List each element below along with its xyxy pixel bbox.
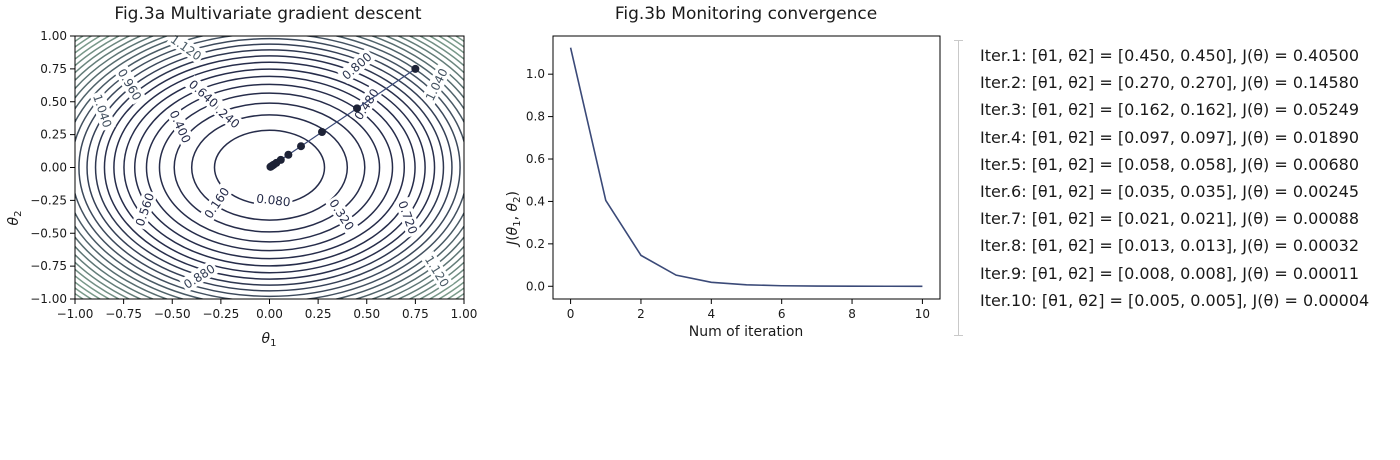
- x-tick-label: 6: [778, 307, 786, 321]
- contour-label-bg: [421, 64, 452, 105]
- y-tick-label: 0.25: [40, 128, 67, 142]
- contour-y-label: θ2: [6, 211, 24, 226]
- gd-step-arrow: [300, 131, 323, 147]
- y-tick-label: −0.75: [30, 259, 67, 273]
- contour-label-bg: [89, 90, 116, 132]
- convergence-plot-frame: [552, 35, 941, 300]
- contour-chart: Fig.3a Multivariate gradient descent 0.0…: [6, 4, 478, 349]
- gd-step-arrow: [321, 107, 358, 133]
- contour-line: [145, 83, 394, 252]
- contour-label-bg: [394, 196, 422, 238]
- contour-line: [94, 49, 445, 286]
- y-tick-label: 1.00: [40, 29, 67, 43]
- contour-label: 0.560: [133, 191, 157, 228]
- gd-point: [284, 150, 293, 159]
- contour-label-bg: [199, 182, 234, 223]
- gd-point: [411, 64, 420, 73]
- x-tick-label: 10: [915, 307, 930, 321]
- contour-x-label: θ1: [262, 331, 277, 349]
- iteration-entry: Iter.10: [θ1, θ2] = [0.005, 0.005], J(θ)…: [980, 290, 1370, 310]
- y-tick-label: 0.0: [526, 279, 545, 293]
- iteration-list-bracket: [954, 40, 963, 336]
- contour-label-bg: [349, 84, 383, 125]
- iteration-entry: Iter.9: [θ1, θ2] = [0.008, 0.008], J(θ) …: [980, 263, 1360, 283]
- contour-label: 0.160: [202, 185, 233, 221]
- convergence-chart-title: Fig.3b Monitoring convergence: [615, 4, 877, 24]
- contour-label: 0.080: [256, 191, 292, 209]
- convergence-series-line: [569, 47, 923, 288]
- x-tick-label: 1.00: [451, 307, 478, 321]
- contour-line: [113, 61, 426, 274]
- iteration-entry: Iter.2: [θ1, θ2] = [0.270, 0.270], J(θ) …: [980, 73, 1360, 93]
- contour-label: 1.040: [90, 92, 114, 129]
- x-tick-label: 0.00: [256, 307, 283, 321]
- y-tick-label: 0.8: [526, 110, 545, 124]
- iteration-entry: Iter.4: [θ1, θ2] = [0.097, 0.097], J(θ) …: [980, 127, 1360, 147]
- contour-label-bg: [113, 64, 147, 105]
- gd-point: [297, 142, 306, 151]
- y-tick-label: −1.00: [30, 292, 67, 306]
- contour-label: 0.400: [167, 108, 194, 145]
- contour-label: 0.320: [326, 197, 357, 233]
- y-tick-label: 0.50: [40, 95, 67, 109]
- x-tick-label: −0.75: [105, 307, 142, 321]
- gd-point: [353, 104, 362, 113]
- x-tick-label: −1.00: [57, 307, 94, 321]
- contour-label-bg: [179, 259, 220, 293]
- x-tick-label: 2: [637, 307, 645, 321]
- y-tick-label: −0.25: [30, 193, 67, 207]
- contour-label-bg: [184, 75, 223, 112]
- iteration-entry: Iter.3: [θ1, θ2] = [0.162, 0.162], J(θ) …: [980, 100, 1360, 120]
- gd-step-arrow: [356, 68, 416, 109]
- contour-label-bg: [337, 47, 376, 84]
- x-tick-label: 0.25: [305, 307, 332, 321]
- contour-label: 0.480: [352, 86, 382, 122]
- y-tick-label: 0.75: [40, 62, 67, 76]
- y-tick-label: 0.6: [526, 152, 545, 166]
- y-tick-label: 0.4: [526, 194, 545, 208]
- x-tick-label: 0.50: [353, 307, 380, 321]
- x-tick-label: −0.50: [154, 307, 191, 321]
- convergence-y-label: J(θ1, θ2): [505, 191, 523, 248]
- contour-chart-title: Fig.3a Multivariate gradient descent: [114, 4, 421, 24]
- contour-label-bg: [420, 251, 454, 292]
- contour-label-bg: [131, 189, 158, 230]
- contour-line: [103, 55, 436, 280]
- contour-label-bg: [253, 190, 294, 210]
- y-tick-label: −0.50: [30, 226, 67, 240]
- y-tick-label: 0.00: [40, 161, 67, 175]
- gd-point: [318, 127, 327, 136]
- iteration-entry: Iter.7: [θ1, θ2] = [0.021, 0.021], J(θ) …: [980, 209, 1360, 229]
- convergence-chart: Fig.3b Monitoring convergence 0 2 4 6 8 10 0.…: [505, 4, 941, 340]
- contour-label-bg: [166, 30, 207, 65]
- contour-line: [86, 43, 453, 292]
- iteration-entry: Iter.6: [θ1, θ2] = [0.035, 0.035], J(θ) …: [980, 181, 1360, 201]
- contour-line: [75, 36, 464, 299]
- x-tick-label: 8: [848, 307, 856, 321]
- contour-line: [133, 75, 406, 260]
- iteration-entry: Iter.5: [θ1, θ2] = [0.058, 0.058], J(θ) …: [980, 154, 1360, 174]
- contour-line: [190, 114, 349, 221]
- convergence-x-label: Num of iteration: [689, 324, 804, 340]
- x-tick-label: 0: [567, 307, 575, 321]
- x-tick-label: 0.75: [402, 307, 429, 321]
- contour-line: [78, 37, 461, 298]
- contour-label-bg: [325, 194, 359, 235]
- x-tick-label: −0.25: [202, 307, 239, 321]
- iteration-entry: Iter.1: [θ1, θ2] = [0.450, 0.450], J(θ) …: [980, 46, 1360, 65]
- y-tick-label: 1.0: [526, 67, 545, 81]
- contour-line: [173, 102, 366, 233]
- contour-line: [123, 68, 416, 267]
- iteration-log: Iter.1: [θ1, θ2] = [0.450, 0.450], J(θ) …: [980, 42, 1369, 314]
- contour-line: [158, 92, 381, 243]
- contour-label: 1.040: [423, 66, 451, 103]
- contour-label-bg: [165, 106, 196, 147]
- gd-point: [266, 162, 275, 171]
- y-tick-label: 0.2: [526, 237, 545, 251]
- x-tick-label: 4: [707, 307, 715, 321]
- iteration-entry: Iter.8: [θ1, θ2] = [0.013, 0.013], J(θ) …: [980, 236, 1360, 256]
